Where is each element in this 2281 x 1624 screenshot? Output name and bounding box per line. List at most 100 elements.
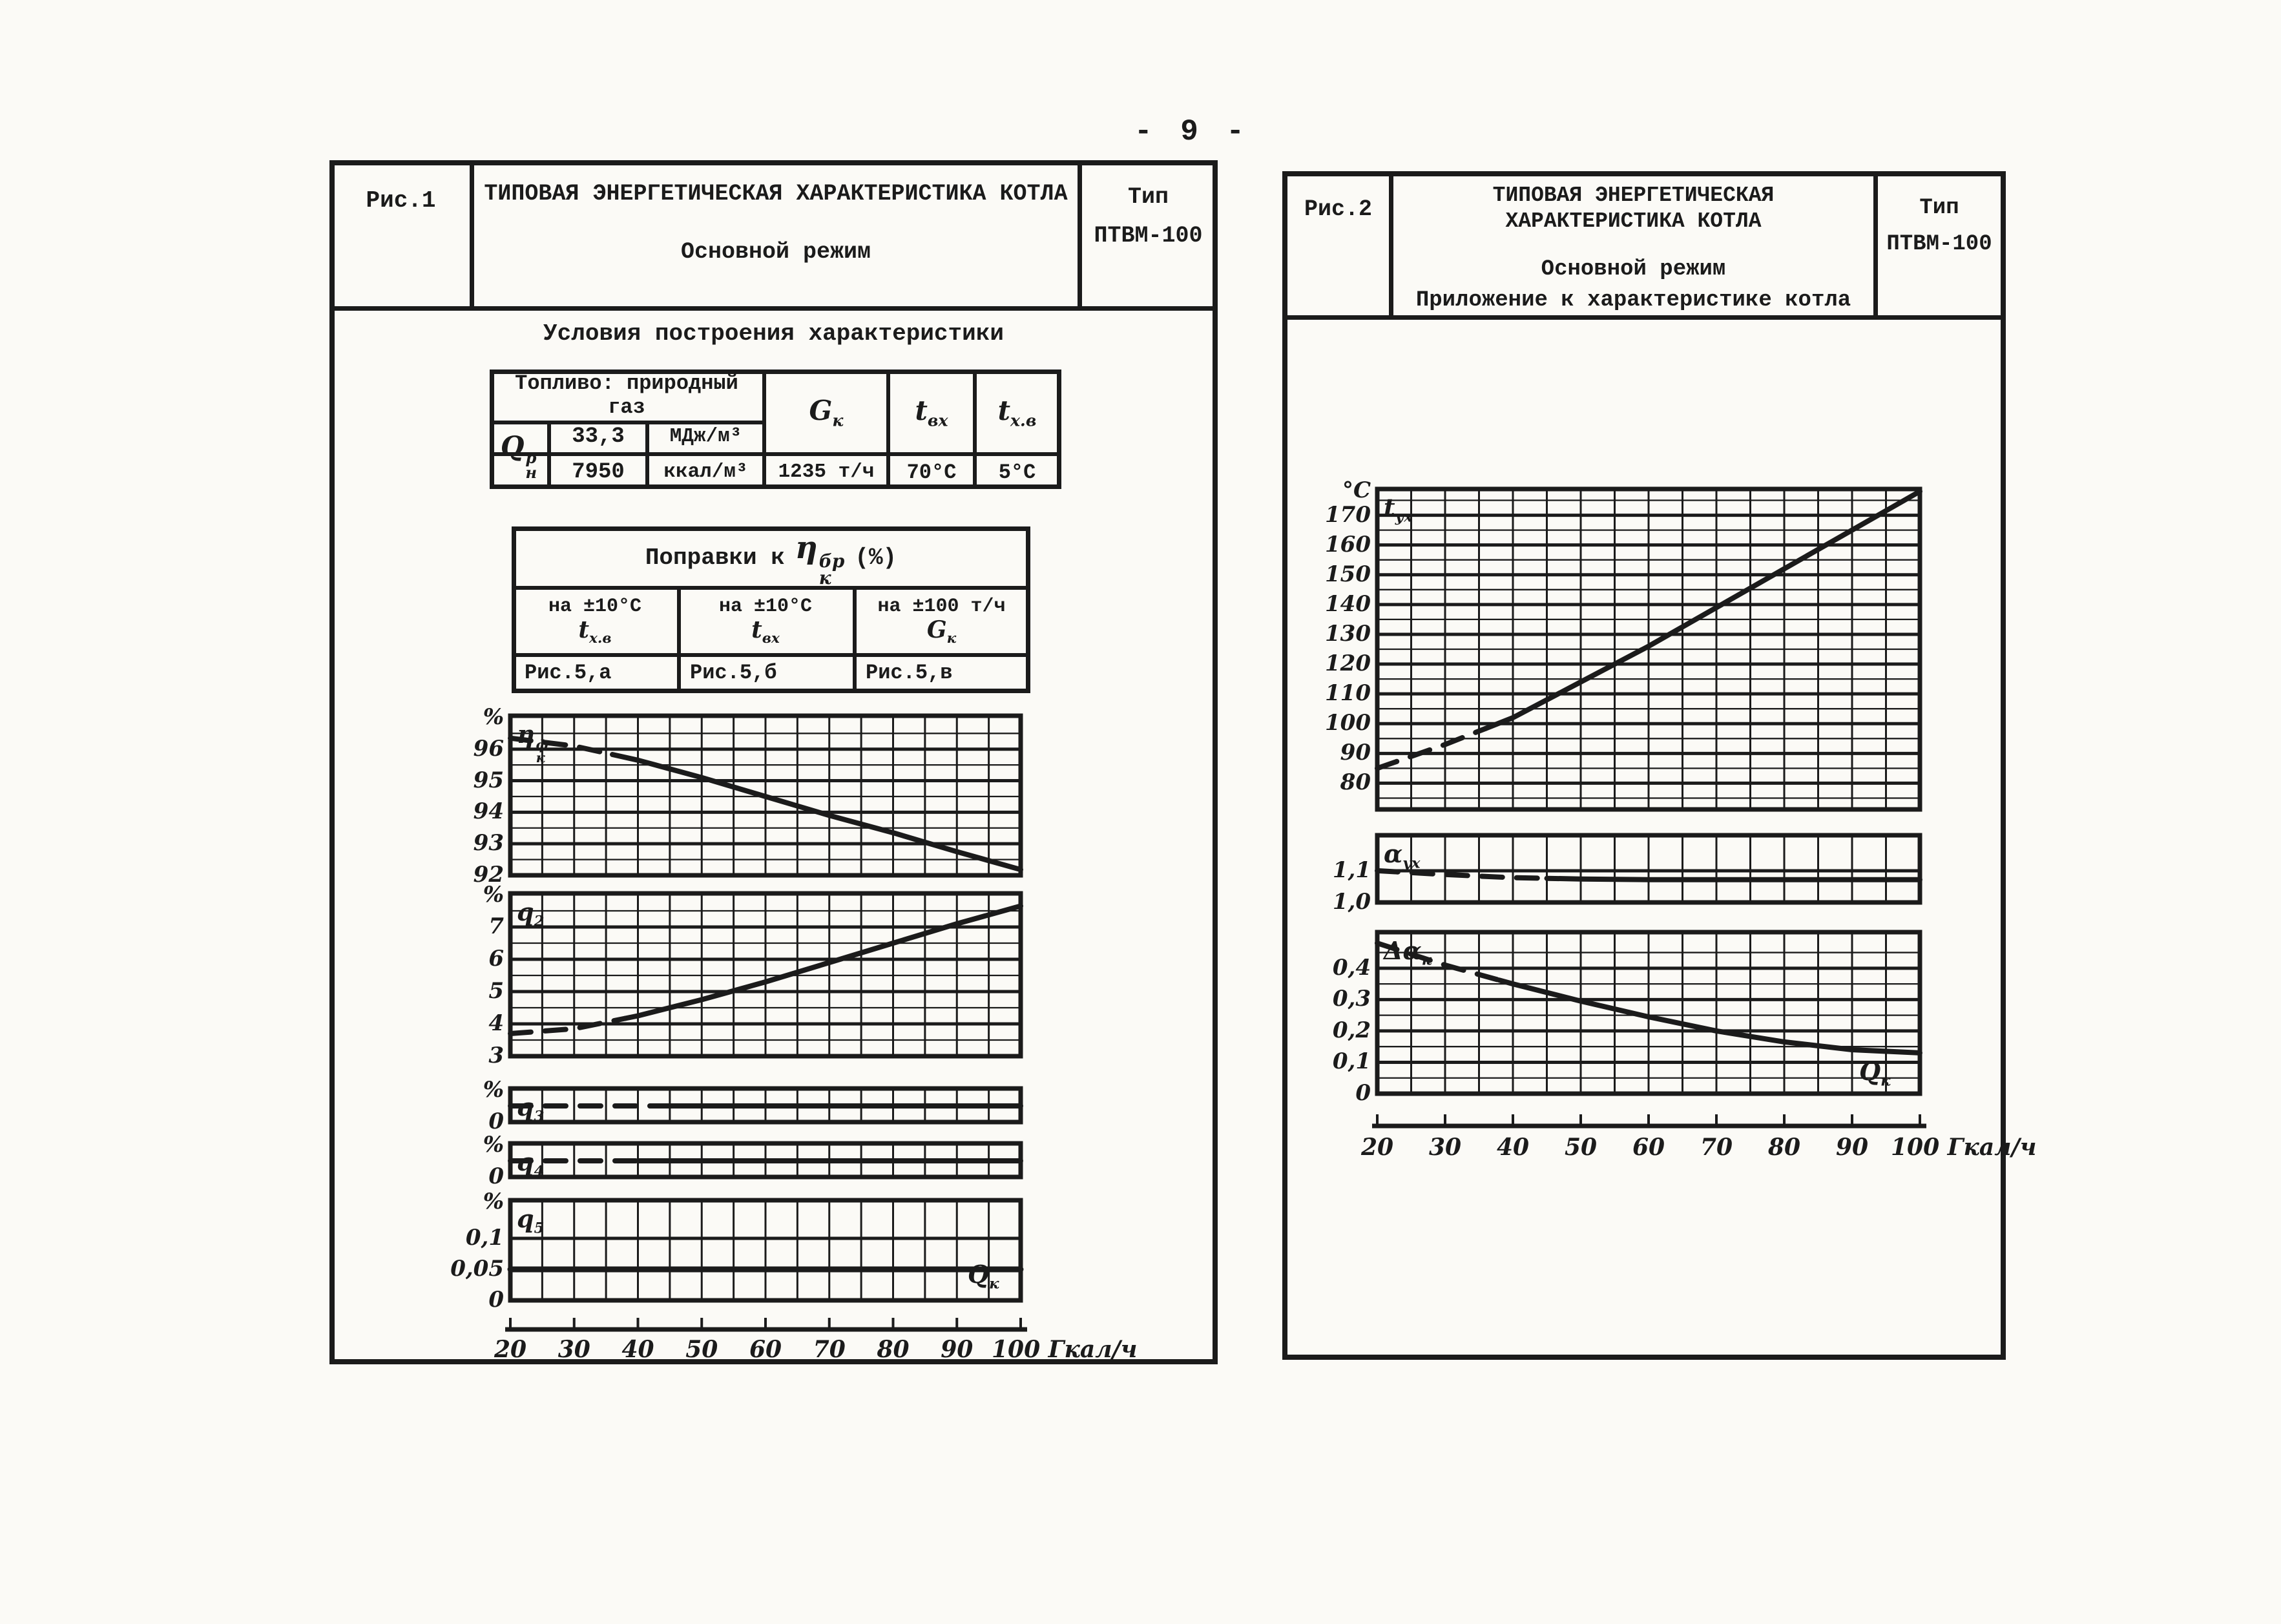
figure-1-header-divider-2 <box>1078 160 1082 311</box>
cold-water-temp-symbol: tх.в <box>998 394 1037 431</box>
correction-col-3-symbol-sub: к <box>946 630 957 647</box>
figure-1-label: Рис.1 <box>366 187 436 214</box>
figure-2-title-line3: Основной режим <box>1541 256 1726 282</box>
fuel-table-divider-g <box>762 370 766 489</box>
curve-dalpha_k-dashed <box>1375 941 1502 983</box>
panel-q3 <box>508 1086 1023 1125</box>
fuel-table-divider-tin <box>886 370 890 489</box>
panel-eta <box>508 713 1023 878</box>
figure-1-title-line1: ТИПОВАЯ ЭНЕРГЕТИЧЕСКАЯ ХАРАКТЕРИСТИКА КО… <box>484 181 1068 207</box>
corrections-divider-1 <box>677 586 681 693</box>
corrections-title-suffix: (%) <box>855 544 897 571</box>
heating-unit-mj: МДж/м³ <box>669 425 742 448</box>
correction-col-1-symbol-base: t <box>578 616 590 644</box>
figure-2-frame <box>1282 171 2006 1360</box>
figure-2-title-line4: Приложение к характеристике котла <box>1415 287 1851 313</box>
heating-value-kcal: 7950 <box>572 460 625 485</box>
q-symbol-base: Q <box>500 430 525 462</box>
corrections-rule-2 <box>512 653 1030 657</box>
figure-2-type-label: Тип <box>1919 195 1959 220</box>
panel-t_ux <box>1375 486 1922 812</box>
correction-col-3-header: на ±100 т/ч Gк <box>857 591 1026 652</box>
correction-col-1-symbol: tх.в <box>578 616 612 647</box>
fuel-table-rule-1 <box>490 421 762 424</box>
panel-alpha_ux <box>1375 833 1922 905</box>
cold-water-temp-value: 5°С <box>998 460 1036 484</box>
corrections-title: Поправки к η бр к (%) <box>517 528 1025 587</box>
q-symbol-sub: н <box>525 463 537 483</box>
inlet-temp-value: 70°С <box>906 460 957 484</box>
water-flow-value: 1235 т/ч <box>778 461 875 484</box>
t-cold-symbol-sub: х.в <box>1010 410 1037 430</box>
figure-2-label: Рис.2 <box>1304 196 1373 223</box>
correction-col-3-symbol: Gк <box>926 616 957 647</box>
x-axis-fig2 <box>1372 1114 1926 1129</box>
figure-2-title-line1: ТИПОВАЯ ЭНЕРГЕТИЧЕСКАЯ <box>1492 183 1775 208</box>
fuel-table-divider-value <box>645 421 649 489</box>
figure-1-type-value: ПТВМ-100 <box>1094 223 1203 249</box>
figure-1-frame <box>329 160 1218 1364</box>
panel-q2 <box>508 891 1023 1059</box>
panel-dalpha_k <box>1375 930 1922 1096</box>
curve-alpha_ux <box>1544 875 1922 882</box>
figure-1-header-divider-1 <box>470 160 474 311</box>
fuel-header-line1: Топливо: природный <box>515 371 738 396</box>
correction-col-2-header: на ±10°С tвх <box>681 591 850 652</box>
t-in-symbol-sub: вх <box>927 410 948 430</box>
correction-col-2-symbol-sub: вх <box>762 630 780 647</box>
x-axis-fig1 <box>505 1318 1027 1332</box>
curve-eta <box>610 752 1023 873</box>
g-symbol-sub: к <box>832 410 844 430</box>
q-symbol-sup: р <box>525 448 537 467</box>
figure-1-conditions-title: Условия построения характеристики <box>543 320 1004 347</box>
heating-unit-kcal: ккал/м³ <box>663 461 748 484</box>
correction-col-2-symbol-base: t <box>751 616 762 644</box>
correction-col-1-header: на ±10°С tх.в <box>516 591 674 652</box>
curve-alpha_ux-dashed <box>1375 868 1550 881</box>
fuel-table-divider-tcold <box>973 370 977 489</box>
figure-2-header-rule <box>1282 315 2006 320</box>
correction-col-1-condition: на ±10°С <box>548 596 642 618</box>
corrections-rule-1 <box>512 586 1030 590</box>
correction-col-1-ref: Рис.5,а <box>525 661 612 685</box>
water-flow-symbol: Gк <box>809 394 844 431</box>
figure-2-header-divider-2 <box>1873 171 1878 320</box>
curve-t_ux <box>1483 488 1922 731</box>
page-number: - 9 - <box>1134 115 1250 149</box>
fuel-header-cell: Топливо: природный газ <box>494 371 760 420</box>
curve-eta-dashed <box>508 735 615 757</box>
fuel-table-rule-2 <box>490 452 1061 456</box>
figure-1-header-rule <box>329 306 1218 311</box>
correction-col-2-symbol: tвх <box>751 616 780 647</box>
cold-water-temp-symbol-cell: tх.в <box>977 372 1057 452</box>
eta-symbol-base: η <box>795 529 818 566</box>
correction-col-3-symbol-base: G <box>926 616 947 644</box>
fuel-table <box>490 370 1061 489</box>
fuel-table-divider-q <box>547 421 551 489</box>
fuel-header-line2: газ <box>608 395 645 419</box>
heating-value-mj: 33,3 <box>572 424 625 450</box>
corrections-eta-symbol: η бр к <box>795 528 844 587</box>
correction-col-3-ref: Рис.5,в <box>866 661 953 685</box>
curve-q2 <box>622 903 1023 1021</box>
correction-col-2-ref: Рис.5,б <box>690 661 777 685</box>
correction-col-3-condition: на ±100 т/ч <box>877 596 1006 618</box>
figure-2-header-divider-1 <box>1389 171 1393 320</box>
figure-1-title-line2: Основной режим <box>680 239 871 265</box>
correction-col-2-condition: на ±10°С <box>718 596 813 618</box>
figure-2-title-line2: ХАРАКТЕРИСТИКА КОТЛА <box>1505 209 1762 234</box>
correction-col-1-symbol-sub: х.в <box>589 630 612 647</box>
corrections-title-prefix: Поправки к <box>645 544 785 571</box>
corrections-table <box>512 526 1030 693</box>
figure-2-type-value: ПТВМ-100 <box>1886 231 1992 256</box>
curve-dalpha_k <box>1497 977 1922 1056</box>
g-symbol-base: G <box>809 394 833 426</box>
figure-1-type-label: Тип <box>1127 184 1169 211</box>
t-cold-symbol-base: t <box>997 394 1011 426</box>
t-in-symbol-base: t <box>915 394 928 426</box>
inlet-temp-symbol: tвх <box>915 394 948 431</box>
